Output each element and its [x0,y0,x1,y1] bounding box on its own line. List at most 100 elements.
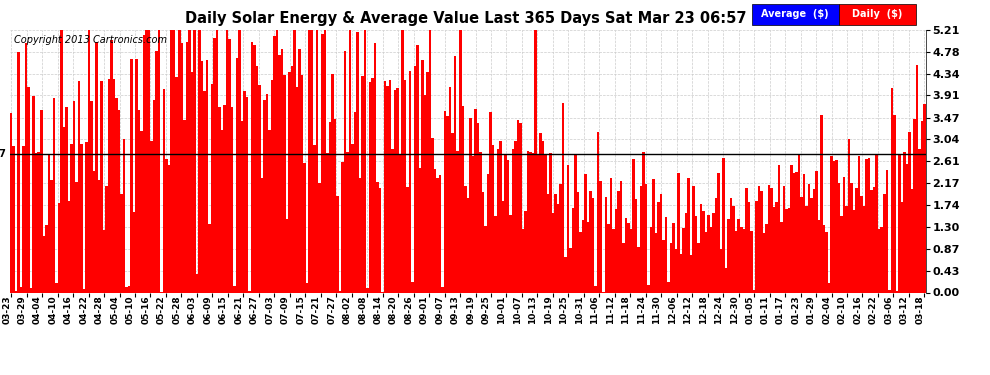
Bar [18,52,20,292]
Bar [33,96,35,292]
Bar [725,268,728,292]
Bar [432,138,434,292]
Text: 07-21: 07-21 [312,295,321,324]
Bar [336,196,339,292]
Bar [401,30,404,292]
Bar [525,211,527,292]
Bar [414,66,417,292]
Bar [605,197,607,292]
Bar [304,163,306,292]
Bar [720,249,723,292]
Bar [620,182,622,292]
Bar [239,30,241,292]
Bar [409,71,411,292]
Bar [826,232,828,292]
Bar [481,192,484,292]
Bar [283,75,286,292]
Bar [158,30,160,292]
Bar [379,188,381,292]
Bar [855,188,858,292]
Bar [434,169,437,292]
Bar [708,214,710,292]
Bar [582,220,584,292]
Bar [549,153,551,292]
Bar [649,227,652,292]
Bar [394,90,396,292]
Text: 03-29: 03-29 [18,295,27,324]
Bar [30,288,33,292]
Bar [265,94,268,292]
Bar [183,120,185,292]
Bar [143,34,146,292]
Bar [326,153,329,292]
Bar [654,234,657,292]
Bar [916,65,918,292]
Bar [180,42,183,292]
Bar [795,172,798,292]
Bar [62,127,65,292]
Bar [25,43,28,292]
Bar [246,97,248,292]
Bar [775,202,777,292]
Bar [291,66,293,292]
Bar [121,194,123,292]
Text: 12-18: 12-18 [699,295,708,324]
Bar [334,119,336,292]
Bar [427,72,429,292]
Bar [213,38,216,292]
Bar [597,132,600,292]
Bar [622,243,625,292]
Bar [23,146,25,292]
Bar [389,80,391,292]
Bar [223,105,226,292]
Bar [512,149,514,292]
Bar [88,30,90,292]
Bar [502,201,504,292]
Bar [371,78,373,292]
Text: 09-19: 09-19 [466,295,475,324]
Bar [451,134,454,292]
Bar [454,56,456,292]
Text: 08-20: 08-20 [389,295,398,324]
Bar [705,232,708,292]
Bar [700,204,702,292]
Text: 08-14: 08-14 [373,295,383,324]
Bar [540,133,542,292]
Bar [908,132,911,292]
FancyBboxPatch shape [839,4,917,25]
Bar [567,165,569,292]
Bar [103,230,105,292]
Bar [399,154,401,292]
Bar [710,226,713,292]
Bar [643,152,644,292]
Bar [742,229,745,292]
Bar [685,213,687,292]
Bar [592,198,594,292]
Bar [850,183,853,292]
Bar [559,184,562,292]
Bar [535,30,537,292]
Bar [911,189,913,292]
Bar [594,286,597,292]
Bar [728,219,730,292]
Bar [509,215,512,292]
Bar [800,196,803,292]
Bar [163,88,165,292]
Bar [471,156,474,292]
Bar [221,130,223,292]
Bar [507,160,509,292]
Bar [77,81,80,292]
Bar [713,213,715,292]
Bar [366,288,368,292]
Bar [790,165,793,292]
Bar [342,162,344,292]
Bar [537,154,540,292]
Bar [659,194,662,292]
Text: 07-09: 07-09 [281,295,290,324]
Text: 08-26: 08-26 [405,295,414,324]
Text: 11-06: 11-06 [590,295,599,324]
Text: 03-18: 03-18 [916,295,925,324]
Bar [878,229,880,292]
Bar [718,173,720,292]
Bar [831,156,833,292]
